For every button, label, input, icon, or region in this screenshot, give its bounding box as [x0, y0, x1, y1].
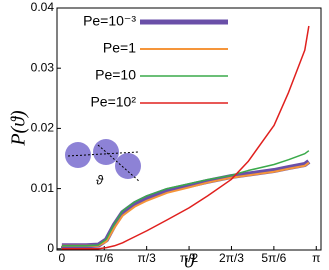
- y-tick-label: 0.04: [31, 0, 55, 14]
- x-tick-label: 5π/6: [261, 251, 286, 265]
- y-axis-label: P(ϑ): [8, 110, 30, 147]
- series-line: [61, 25, 310, 250]
- x-tick-label: π/6: [95, 251, 114, 265]
- y-tick-label: 0.03: [31, 60, 55, 74]
- series-line: [61, 150, 310, 247]
- x-tick-label: π/3: [138, 251, 157, 265]
- x-tick-label: π: [312, 251, 320, 265]
- y-tick-label: 0: [47, 241, 54, 255]
- legend-label: Pe=10⁻³: [83, 13, 136, 29]
- legend-label: Pe=1: [103, 40, 136, 56]
- series-line: [61, 161, 310, 247]
- annotation: ϑ: [96, 172, 104, 187]
- x-tick-label: 0: [59, 251, 66, 265]
- legend-label: Pe=10²: [90, 94, 136, 110]
- x-tick-label: 2π/3: [219, 251, 244, 265]
- x-tick-label: π/2: [180, 251, 199, 265]
- y-tick-label: 0.01: [31, 181, 55, 195]
- legend-label: Pe=10: [95, 67, 136, 83]
- y-tick-label: 0.02: [31, 121, 55, 135]
- inset-diagram: [65, 139, 141, 183]
- plot-frame: [56, 7, 322, 251]
- x-axis-label: ϑ: [184, 251, 195, 270]
